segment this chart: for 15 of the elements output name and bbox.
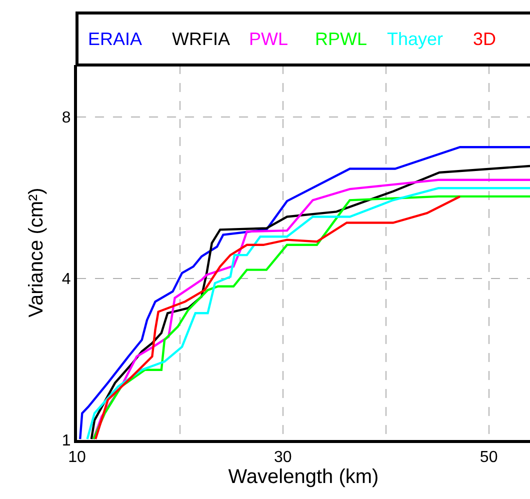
text: WRFIA xyxy=(172,29,230,49)
y-tick-label: 4 xyxy=(62,271,71,288)
text: 3D xyxy=(473,29,496,49)
x-tick-label: 30 xyxy=(274,449,292,466)
y-tick-label: 1 xyxy=(62,432,71,450)
x-tick-label: 50 xyxy=(480,449,498,466)
y-axis-title: Variance (cm²) xyxy=(25,188,48,318)
text: ERAIA xyxy=(88,29,142,49)
x-tick-label: 10 xyxy=(68,449,86,466)
y-tick-label: 8 xyxy=(62,110,71,127)
text: PWL xyxy=(249,29,288,49)
text: RPWL xyxy=(315,29,368,49)
x-axis-title: Wavelength (km) xyxy=(228,466,379,488)
text: Thayer xyxy=(387,29,444,49)
line-series xyxy=(94,195,462,440)
